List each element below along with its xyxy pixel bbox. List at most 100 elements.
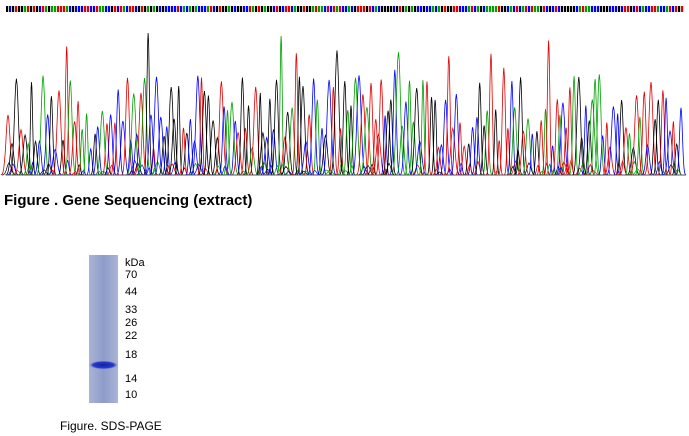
trace-peak — [638, 91, 651, 176]
trace-noise — [566, 159, 576, 176]
base-letter — [126, 6, 129, 12]
trace-peak — [381, 110, 395, 176]
trace-peak — [375, 79, 388, 176]
base-letter — [27, 6, 30, 12]
trace-peak — [629, 95, 644, 176]
base-letter — [177, 6, 180, 12]
trace-peak — [23, 142, 34, 176]
trace-peak — [584, 99, 600, 176]
base-letter — [213, 6, 216, 12]
base-letter — [585, 6, 588, 12]
trace-peak — [615, 99, 628, 176]
base-letter — [207, 6, 210, 12]
base-letter — [21, 6, 24, 12]
base-letter — [180, 6, 183, 12]
base-letter — [678, 6, 681, 12]
base-letter — [528, 6, 531, 12]
base-letter — [36, 6, 39, 12]
base-letter — [618, 6, 621, 12]
base-letter — [303, 6, 306, 12]
base-letter — [57, 6, 60, 12]
trace-peak — [260, 136, 274, 176]
trace-peak — [385, 99, 397, 176]
trace-peak — [291, 53, 301, 176]
base-letter — [354, 6, 357, 12]
base-letter — [252, 6, 255, 12]
base-letter — [378, 6, 381, 12]
trace-peak — [101, 123, 112, 176]
trace-peak — [126, 93, 142, 176]
base-letter — [63, 6, 66, 12]
trace-peak — [267, 129, 280, 176]
base-letter — [573, 6, 576, 12]
trace-peak — [603, 146, 617, 176]
base-letter — [612, 6, 615, 12]
base-letter — [594, 6, 597, 12]
marker-label: 26 — [125, 317, 137, 329]
base-letter — [174, 6, 177, 12]
trace-noise — [278, 165, 294, 176]
base-letter — [294, 6, 297, 12]
base-letter — [246, 6, 249, 12]
trace-peak — [464, 143, 474, 176]
trace-peak — [391, 52, 406, 176]
sequence-strip — [6, 6, 684, 12]
trace-peak — [412, 140, 428, 176]
trace-noise — [627, 160, 642, 176]
base-letter — [630, 6, 633, 12]
base-letter — [504, 6, 507, 12]
base-letter — [105, 6, 108, 12]
base-letter — [672, 6, 675, 12]
base-letter — [345, 6, 348, 12]
chromatogram — [0, 32, 687, 176]
base-letter — [360, 6, 363, 12]
trace-peak — [598, 135, 608, 176]
trace-peak — [90, 133, 100, 176]
base-letter — [654, 6, 657, 12]
base-letter — [33, 6, 36, 12]
trace-peak — [380, 115, 390, 176]
base-letter — [531, 6, 534, 12]
base-letter — [450, 6, 453, 12]
base-letter — [435, 6, 438, 12]
base-letter — [153, 6, 156, 12]
trace-noise — [191, 163, 206, 176]
trace-peak — [443, 56, 454, 176]
base-letter — [18, 6, 21, 12]
trace-noise — [105, 164, 118, 176]
base-letter — [129, 6, 132, 12]
base-letter — [264, 6, 267, 12]
base-letter — [306, 6, 309, 12]
base-letter — [609, 6, 612, 12]
base-letter — [123, 6, 126, 12]
base-letter — [372, 6, 375, 12]
base-letter — [111, 6, 114, 12]
trace-peak — [115, 120, 130, 176]
base-letter — [462, 6, 465, 12]
base-letter — [198, 6, 201, 12]
base-letter — [576, 6, 579, 12]
base-letter — [546, 6, 549, 12]
trace-noise — [74, 163, 84, 176]
trace-peak — [602, 122, 611, 176]
trace-peak — [149, 76, 164, 176]
base-letter — [69, 6, 72, 12]
base-letter — [219, 6, 222, 12]
base-letter — [363, 6, 366, 12]
trace-peak — [551, 99, 563, 176]
base-letter — [255, 6, 258, 12]
trace-peak — [190, 75, 205, 176]
base-letter — [159, 6, 162, 12]
base-letter — [96, 6, 99, 12]
base-letter — [402, 6, 405, 12]
base-letter — [675, 6, 678, 12]
trace-peak — [36, 75, 50, 176]
base-letter — [396, 6, 399, 12]
base-letter — [48, 6, 51, 12]
trace-peak — [13, 128, 29, 176]
trace-peak — [82, 113, 91, 176]
trace-peak — [433, 146, 445, 176]
base-letter — [366, 6, 369, 12]
base-letter — [438, 6, 441, 12]
base-letter — [288, 6, 291, 12]
